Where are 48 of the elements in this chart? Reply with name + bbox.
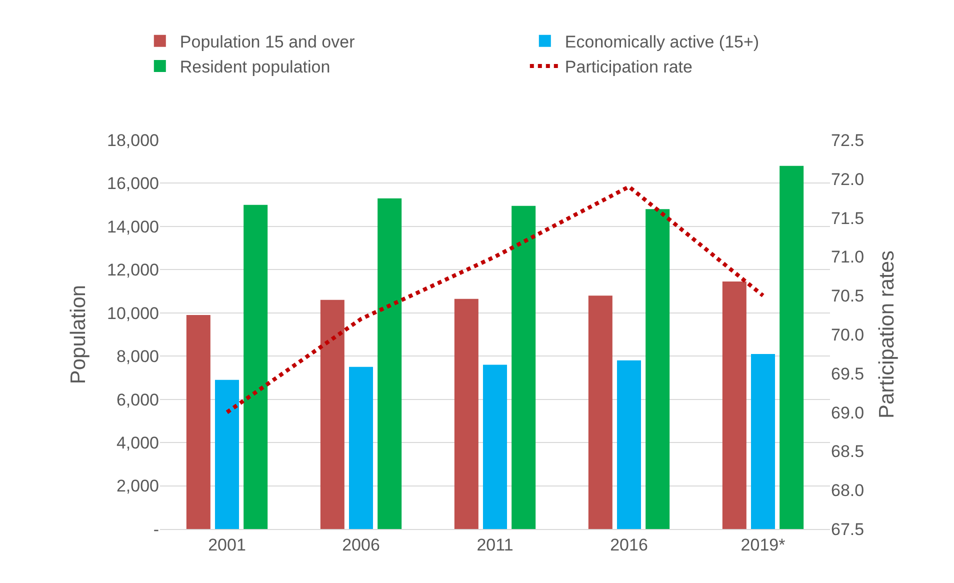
x-tick-label: 2006 [342, 535, 380, 554]
bar [378, 198, 402, 529]
bar [482, 364, 508, 529]
y2-tick-label: 67.5 [831, 520, 864, 539]
y2-tick-label: 71.5 [831, 208, 864, 228]
bar [348, 366, 374, 529]
bar [214, 380, 240, 529]
legend-label: Participation rate [564, 58, 692, 77]
y-tick-label: 12,000 [107, 260, 159, 280]
y-tick-label: 6,000 [116, 390, 159, 410]
bar [780, 166, 804, 529]
x-tick-label: 2019* [740, 535, 786, 554]
bar [454, 298, 478, 529]
legend-label: Population 15 and over [180, 32, 356, 52]
bar [320, 300, 344, 529]
legend-label: Economically active (15+) [564, 32, 760, 52]
y-tick-label: 2,000 [116, 476, 159, 496]
y-tick-label: 8,000 [116, 347, 159, 366]
y2-tick-label: 70.5 [831, 286, 864, 306]
legend-label: Resident population [180, 58, 330, 77]
bar [750, 354, 776, 529]
y2-tick-label: 72.0 [831, 170, 864, 189]
y-tick-label: 14,000 [107, 217, 159, 236]
y-tick-label: 4,000 [116, 434, 159, 453]
y-tick-label: 16,000 [107, 174, 159, 194]
bar [722, 282, 746, 529]
y-tick-label: 18,000 [107, 130, 159, 150]
bar [616, 360, 642, 529]
y2-tick-label: 68.5 [831, 442, 864, 462]
x-tick-label: 2001 [208, 535, 246, 554]
y2-tick-label: 70.0 [831, 325, 864, 344]
y2-tick-label: 69.5 [831, 364, 864, 384]
bar [588, 296, 612, 529]
y-axis-title: Population [67, 284, 90, 384]
y-tick-label: - [153, 520, 159, 539]
y2-axis-title: Participation rates [875, 250, 898, 419]
y2-tick-label: 71.0 [831, 248, 864, 267]
bar [244, 204, 268, 529]
bar [646, 209, 670, 529]
x-tick-label: 2016 [610, 535, 648, 554]
line-series [225, 184, 765, 414]
y-tick-label: 10,000 [107, 304, 159, 323]
y2-tick-label: 72.5 [831, 130, 864, 150]
y2-tick-label: 69.0 [831, 403, 864, 422]
bar [186, 315, 210, 529]
y2-tick-label: 68.0 [831, 481, 864, 500]
x-tick-label: 2011 [476, 535, 514, 554]
bar [512, 206, 536, 529]
